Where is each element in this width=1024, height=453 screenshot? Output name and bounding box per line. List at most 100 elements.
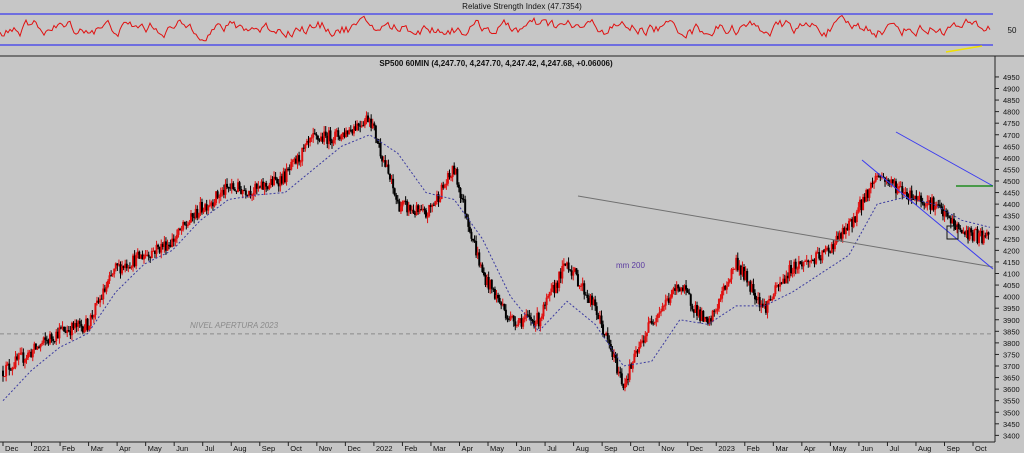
candle-body: [370, 118, 373, 128]
candle-body: [641, 340, 644, 342]
candle-body: [620, 373, 623, 385]
candle-body: [931, 197, 934, 210]
candle-body: [343, 132, 346, 137]
candle-body: [603, 334, 606, 336]
candle-body: [978, 232, 981, 243]
y-tick-label: 4450: [1003, 189, 1020, 198]
candle-body: [247, 190, 250, 196]
y-tick-label: 3550: [1003, 397, 1020, 406]
candle-body: [681, 287, 684, 291]
candle-body: [840, 233, 843, 239]
candle-body: [130, 266, 133, 268]
candle-body: [909, 190, 912, 200]
candle-body: [811, 259, 814, 261]
candle-body: [282, 171, 285, 184]
candle-body: [528, 315, 531, 318]
candle-body: [193, 216, 196, 219]
candle-body: [157, 244, 160, 247]
candle-body: [680, 287, 683, 292]
candle-body: [484, 275, 487, 286]
y-tick-label: 4900: [1003, 85, 1020, 94]
x-tick-label: May: [490, 444, 504, 453]
candle-body: [475, 240, 478, 256]
y-tick-label: 4400: [1003, 200, 1020, 209]
candle-body: [199, 201, 202, 214]
y-tick-label: 4700: [1003, 131, 1020, 140]
candle-body: [873, 181, 876, 184]
candle-body: [150, 250, 153, 258]
candle-body: [619, 371, 622, 374]
y-tick-label: 4750: [1003, 119, 1020, 128]
candle-body: [255, 183, 258, 189]
candle-body: [689, 294, 692, 306]
candle-body: [439, 198, 442, 202]
x-tick-label: Dec: [690, 444, 704, 453]
candle-body: [152, 250, 155, 252]
y-tick-label: 4100: [1003, 270, 1020, 279]
candle-body: [526, 314, 529, 316]
candle-body: [519, 318, 521, 321]
y-tick-label: 3750: [1003, 350, 1020, 359]
candle-body: [553, 284, 556, 294]
candle-body: [497, 294, 500, 298]
channel-lower: [861, 159, 994, 270]
x-tick-label: Dec: [5, 444, 19, 453]
candle-body: [561, 265, 564, 279]
candle-body: [202, 210, 205, 213]
candle-body: [329, 130, 332, 142]
candle-body: [533, 321, 536, 327]
x-tick-label: Feb: [747, 444, 760, 453]
candle-body: [810, 259, 813, 262]
candle-body: [744, 270, 747, 280]
candle-body: [14, 356, 17, 368]
candle-body: [779, 282, 782, 287]
candle-body: [555, 282, 558, 294]
candle-body: [545, 297, 548, 306]
candle-body: [512, 315, 515, 322]
candle-body: [44, 337, 47, 340]
candle-body: [390, 178, 393, 180]
candle-body: [901, 186, 904, 195]
candle-body: [492, 288, 495, 290]
candle-body: [378, 142, 380, 144]
candle-body: [285, 168, 288, 182]
candle-body: [33, 343, 36, 351]
candle-body: [644, 336, 647, 343]
candle-body: [971, 232, 974, 241]
candle-body: [504, 309, 507, 319]
candle-body: [2, 370, 4, 377]
candle-body: [780, 282, 783, 284]
x-tick-label: Jun: [519, 444, 531, 453]
candle-body: [138, 251, 141, 259]
candle-body: [49, 334, 51, 344]
candle-body: [53, 340, 56, 342]
candle-body: [161, 243, 164, 247]
candle-body: [739, 265, 742, 275]
candle-body: [749, 281, 752, 292]
candle-body: [320, 136, 323, 141]
candle-body: [935, 204, 938, 206]
candle-body: [381, 156, 384, 162]
candle-body: [298, 155, 301, 162]
x-tick-label: Dec: [347, 444, 361, 453]
candle-body: [871, 183, 874, 185]
candle-body: [625, 378, 628, 384]
candle-body: [703, 316, 706, 322]
candle-body: [446, 172, 449, 184]
candle-body: [133, 255, 136, 267]
candle-body: [656, 313, 659, 318]
candle-body: [786, 275, 789, 279]
candle-body: [489, 279, 492, 290]
candle-body: [287, 168, 290, 170]
candle-body: [9, 369, 12, 371]
candle-body: [602, 324, 605, 335]
candle-body: [92, 315, 95, 318]
candle-body: [664, 299, 667, 306]
candle-body: [451, 165, 454, 178]
candle-body: [337, 130, 340, 137]
candle-body: [970, 228, 973, 233]
y-tick-label: 4200: [1003, 246, 1020, 255]
candle-body: [168, 244, 171, 246]
candle-body: [19, 353, 22, 355]
candle-body: [326, 135, 329, 144]
